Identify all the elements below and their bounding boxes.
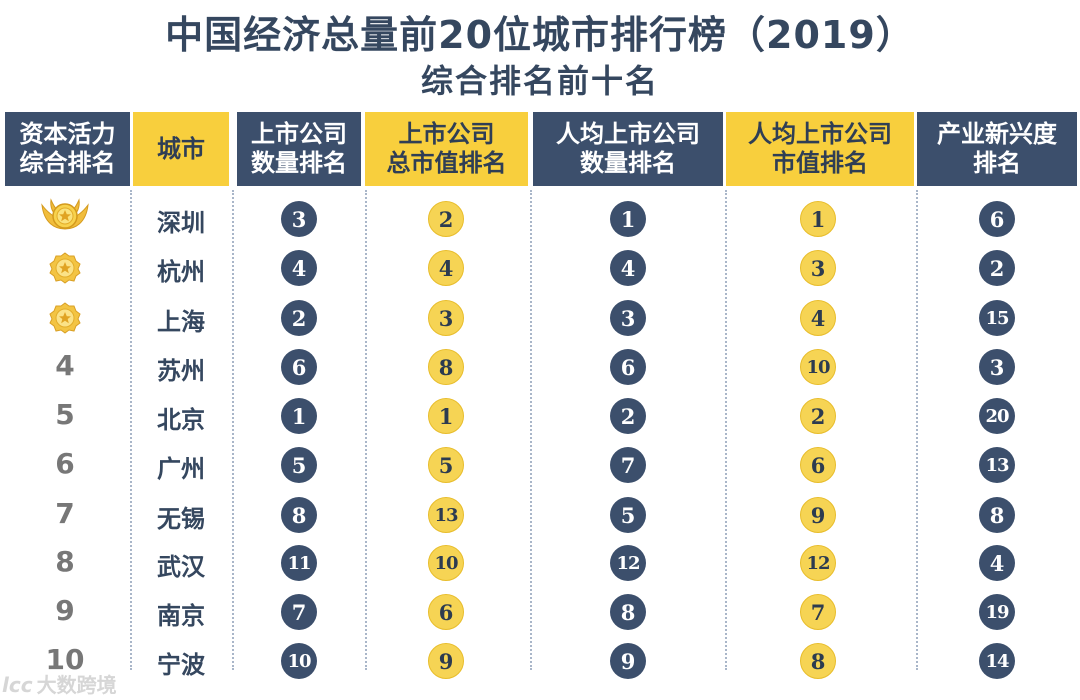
column-divider [725,190,727,670]
column-divider [530,190,532,670]
city-name: 武汉 [157,553,205,581]
rank-badge: 8 [610,594,646,630]
column-header: 上市公司 数量排名 [237,112,361,186]
rank-badge: 8 [428,349,464,385]
rank-number: 6 [55,447,75,480]
rank-badge: 4 [281,250,317,286]
rank-number: 8 [55,545,75,578]
rank-badge: 2 [281,300,317,336]
rank-number: 10 [45,643,85,676]
medal-icon [49,302,81,338]
column-divider [365,190,367,670]
rank-badge: 5 [428,447,464,483]
rank-badge: 3 [800,250,836,286]
rank-badge: 2 [800,398,836,434]
city-name: 苏州 [157,357,205,385]
city-name: 上海 [157,308,205,336]
rank-badge: 7 [800,594,836,630]
rank-badge: 6 [281,349,317,385]
city-name: 南京 [157,602,205,630]
rank-badge: 5 [281,447,317,483]
column-divider [916,190,918,670]
rank-badge: 8 [979,497,1015,533]
column-divider [232,190,234,670]
column-header: 上市公司 总市值排名 [365,112,528,186]
rank-number: 5 [55,398,75,431]
rank-badge: 3 [428,300,464,336]
page-subtitle: 综合排名前十名 [420,62,659,100]
rank-badge: 3 [281,201,317,237]
rank-number: 7 [55,497,75,530]
rank-number: 4 [55,349,75,382]
medal-icon [49,252,81,288]
rank-badge: 8 [800,643,836,679]
rank-badge: 3 [979,349,1015,385]
rank-badge: 2 [428,201,464,237]
rank-badge: 7 [281,594,317,630]
rank-badge: 15 [979,300,1015,336]
column-header: 产业新兴度 排名 [917,112,1077,186]
rank-badge: 20 [979,398,1015,434]
rank-badge: 1 [428,398,464,434]
city-name: 深圳 [157,209,205,237]
rank-badge: 13 [428,497,464,533]
column-header: 资本活力 综合排名 [5,112,130,186]
rank-badge: 7 [610,447,646,483]
rank-badge: 9 [428,643,464,679]
rank-badge: 9 [800,497,836,533]
city-name: 广州 [157,455,205,483]
rank-badge: 14 [979,643,1015,679]
city-name: 宁波 [157,651,205,679]
column-header: 城市 [133,112,229,186]
watermark: lcc 大数跨境 [2,669,117,698]
rank-badge: 4 [610,250,646,286]
rank-badge: 4 [800,300,836,336]
watermark-text: 大数跨境 [36,673,117,697]
rank-badge: 6 [979,201,1015,237]
rank-badge: 19 [979,594,1015,630]
rank-badge: 4 [428,250,464,286]
rank-badge: 1 [800,201,836,237]
rank-badge: 10 [800,349,836,385]
rank-badge: 12 [610,545,646,581]
rank-badge: 2 [979,250,1015,286]
rank-badge: 11 [281,545,317,581]
rank-badge: 5 [610,497,646,533]
rank-badge: 6 [428,594,464,630]
city-name: 北京 [157,406,205,434]
rank-badge: 12 [800,545,836,581]
rank-badge: 6 [800,447,836,483]
rank-badge: 4 [979,545,1015,581]
rank-badge: 6 [610,349,646,385]
rank-badge: 9 [610,643,646,679]
page-title: 中国经济总量前20位城市排行榜（2019） [165,13,915,57]
rank-badge: 8 [281,497,317,533]
rank-number: 9 [55,594,75,627]
rank-badge: 1 [610,201,646,237]
rank-badge: 2 [610,398,646,434]
column-header: 人均上市公司 数量排名 [533,112,723,186]
rank-badge: 1 [281,398,317,434]
rank-badge: 10 [428,545,464,581]
city-name: 无锡 [157,505,205,533]
column-header: 人均上市公司 市值排名 [726,112,914,186]
city-name: 杭州 [157,258,205,286]
rank-badge: 10 [281,643,317,679]
winged-medal-icon [40,195,90,243]
watermark-logo: lcc [2,673,33,697]
column-divider [130,190,132,670]
rank-badge: 13 [979,447,1015,483]
rank-badge: 3 [610,300,646,336]
